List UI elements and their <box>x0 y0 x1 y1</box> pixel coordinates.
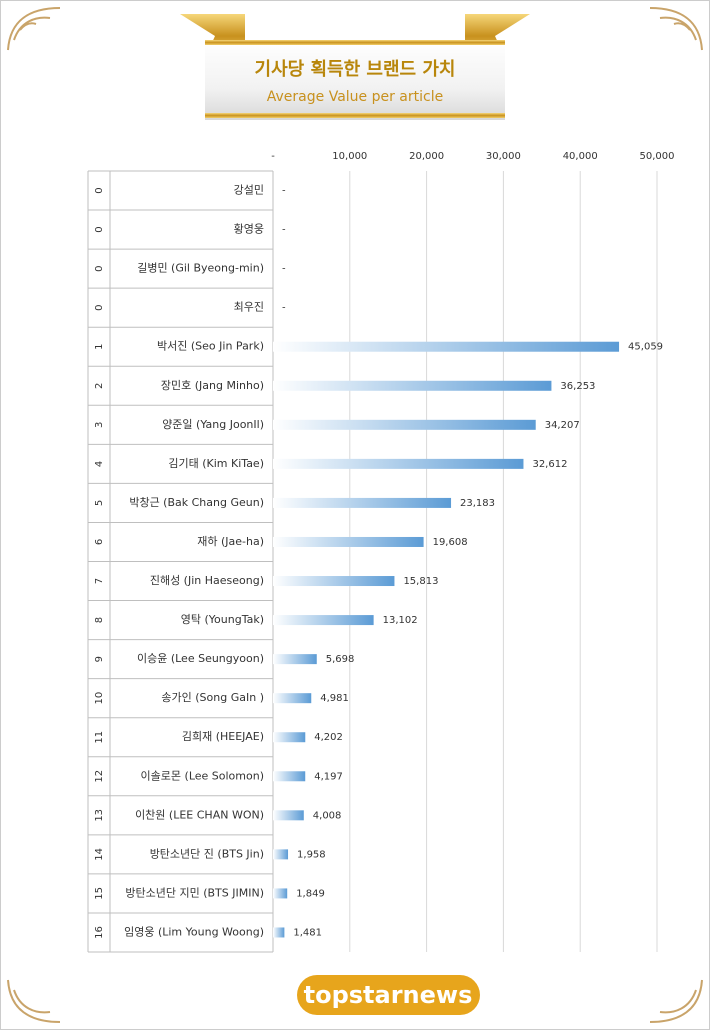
category-label: 박서진 (Seo Jin Park) <box>157 340 264 353</box>
category-label: 양준일 (Yang JoonIl) <box>162 417 264 431</box>
category-label: 임영웅 (Lim Young Woong) <box>124 925 264 938</box>
category-label: 송가인 (Song GaIn ) <box>161 691 264 704</box>
bar <box>273 732 306 743</box>
rank-label: 13 <box>94 809 105 822</box>
x-tick-label: 30,000 <box>486 151 521 162</box>
rank-label: 12 <box>94 770 105 783</box>
category-label: 이찬원 (LEE CHAN WON) <box>135 807 264 821</box>
ornaments <box>7 7 703 1023</box>
bar <box>273 497 452 508</box>
value-label: 1,849 <box>296 888 325 899</box>
value-label: 4,981 <box>320 693 349 704</box>
category-label: 재하 (Jae-ha) <box>197 534 264 548</box>
category-label: 최우진 <box>234 301 264 314</box>
value-label: 23,183 <box>460 498 495 509</box>
value-label: 34,207 <box>545 420 580 431</box>
category-label: 황영웅 <box>234 223 264 236</box>
category-label: 강설민 <box>234 184 264 197</box>
bar <box>273 536 424 547</box>
category-label: 이솔로몬 (Lee Solomon) <box>141 769 264 782</box>
rank-label: 15 <box>94 887 105 900</box>
value-label: 4,008 <box>313 810 342 821</box>
chart-subtitle: Average Value per article <box>267 89 443 105</box>
logo-badge <box>297 975 480 1015</box>
bar <box>273 380 552 391</box>
bar <box>273 341 620 352</box>
rank-label: 3 <box>94 422 105 428</box>
category-label: 방탄소년단 진 (BTS Jin) <box>150 847 264 860</box>
bar <box>273 849 289 860</box>
value-label: - <box>282 264 286 275</box>
bar <box>273 458 524 469</box>
bar <box>273 654 317 665</box>
rank-label: 14 <box>94 848 105 861</box>
rank-label: 6 <box>94 539 105 545</box>
bar <box>273 927 285 938</box>
category-label: 방탄소년단 지민 (BTS JIMIN) <box>125 886 264 899</box>
value-label: 45,059 <box>628 342 663 353</box>
value-label: - <box>282 186 286 197</box>
x-tick-label: 50,000 <box>640 151 675 162</box>
bar <box>273 771 306 782</box>
plot: - 10,000 20,000 30,000 40,000 50,000 0 강설민 - 0 황영웅… <box>87 151 675 953</box>
value-label: 36,253 <box>560 381 595 392</box>
rank-label: 0 <box>94 187 105 193</box>
category-label: 김기태 (Kim KiTae) <box>168 457 264 470</box>
x-tick-label: 20,000 <box>409 151 444 162</box>
category-label: 길병민 (Gil Byeong-min) <box>137 262 264 275</box>
logo: topstarnews <box>304 981 473 1009</box>
x-tick-label: 10,000 <box>332 151 367 162</box>
bar <box>273 576 395 587</box>
value-label: 15,813 <box>403 576 438 587</box>
bar <box>273 419 536 430</box>
rank-label: 9 <box>94 656 105 662</box>
rank-label: 0 <box>94 304 105 310</box>
rank-label: 1 <box>94 344 105 350</box>
rank-label: 0 <box>94 265 105 271</box>
bar <box>273 693 312 704</box>
rank-label: 10 <box>94 692 105 705</box>
rank-label: 11 <box>94 731 105 744</box>
bar <box>273 810 304 821</box>
value-label: 1,958 <box>297 849 326 860</box>
value-label: 4,197 <box>314 771 343 782</box>
value-label: - <box>282 303 286 314</box>
value-label: 1,481 <box>293 927 322 938</box>
bar <box>273 888 288 899</box>
banner <box>180 14 530 120</box>
category-label: 장민호 (Jang Minho) <box>161 379 264 392</box>
value-label: 13,102 <box>383 615 418 626</box>
rank-label: 16 <box>94 926 105 939</box>
rank-label: 4 <box>94 461 105 467</box>
value-label: 32,612 <box>532 459 567 470</box>
chart-title: 기사당 획득한 브랜드 가치 <box>255 59 456 80</box>
x-tick-label: 40,000 <box>563 151 598 162</box>
value-label: 4,202 <box>314 732 343 743</box>
category-label: 진해성 (Jin Haeseong) <box>150 573 264 587</box>
bar <box>273 615 374 626</box>
x-tick-label: - <box>271 151 275 162</box>
category-label: 영탁 (YoungTak) <box>181 613 264 626</box>
value-label: - <box>282 225 286 236</box>
rank-label: 8 <box>94 617 105 623</box>
rank-label: 0 <box>94 226 105 232</box>
rank-label: 7 <box>94 578 105 584</box>
rank-label: 5 <box>94 500 105 506</box>
rank-label: 2 <box>94 383 105 389</box>
value-label: 19,608 <box>433 537 468 548</box>
value-label: 5,698 <box>326 654 355 665</box>
category-label: 이승윤 (Lee Seungyoon) <box>137 652 264 665</box>
category-label: 김희재 (HEEJAE) <box>182 730 264 743</box>
category-label: 박창근 (Bak Chang Geun) <box>129 496 264 509</box>
